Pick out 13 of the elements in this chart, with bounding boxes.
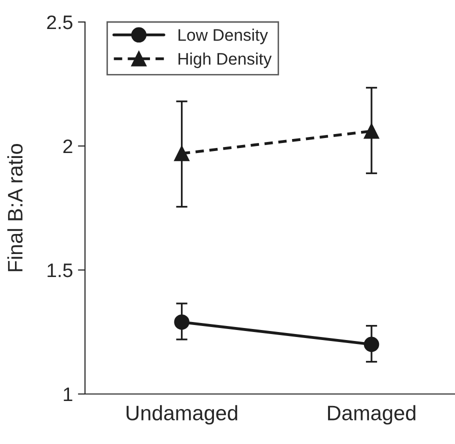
legend-label: High Density: [178, 52, 272, 68]
point: [174, 146, 190, 162]
y-tick-label: 1: [64, 388, 72, 402]
y-tick-label: 2.5: [47, 15, 72, 30]
x-tick-label: Damaged: [328, 405, 416, 425]
x-tick-label: Undamaged: [126, 405, 238, 425]
legend-label: Low Density: [178, 28, 268, 44]
point: [174, 314, 190, 330]
y-tick-label: 1.5: [48, 264, 72, 278]
y-tick-label: 2: [63, 139, 72, 154]
point: [364, 336, 380, 352]
y-axis-title: Final B:A ratio: [7, 144, 23, 272]
point: [364, 123, 380, 139]
